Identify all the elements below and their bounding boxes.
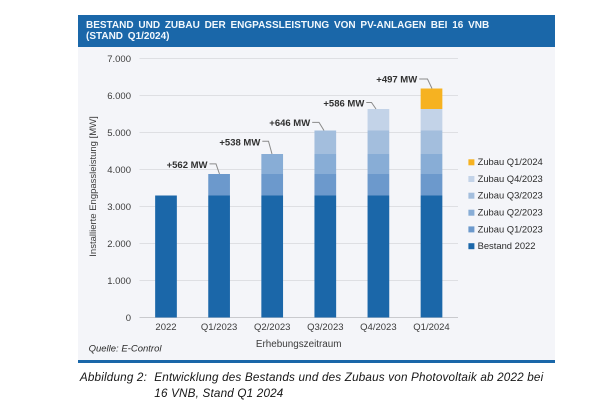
svg-text:Installierte Engpassleistung [: Installierte Engpassleistung [MW] — [88, 116, 99, 256]
svg-text:Q3/2023: Q3/2023 — [307, 322, 343, 333]
svg-text:Erhebungszeitraum: Erhebungszeitraum — [256, 339, 342, 350]
svg-text:Q1/2024: Q1/2024 — [413, 322, 449, 333]
svg-text:Q1/2023: Q1/2023 — [201, 322, 237, 333]
svg-text:2022: 2022 — [155, 322, 176, 333]
svg-text:Q4/2023: Q4/2023 — [360, 322, 396, 333]
svg-text:Zubau Q1/2024: Zubau Q1/2024 — [478, 156, 543, 167]
svg-text:+538 MW: +538 MW — [219, 137, 260, 148]
svg-text:5.000: 5.000 — [107, 127, 131, 138]
svg-text:0: 0 — [126, 312, 131, 323]
svg-text:7.000: 7.000 — [107, 53, 131, 64]
svg-text:2.000: 2.000 — [107, 238, 131, 249]
svg-text:Q2/2023: Q2/2023 — [254, 322, 290, 333]
svg-text:Quelle: E-Control: Quelle: E-Control — [89, 343, 163, 354]
svg-text:+497 MW: +497 MW — [376, 74, 417, 85]
svg-text:+586 MW: +586 MW — [323, 98, 364, 109]
svg-text:3.000: 3.000 — [107, 201, 131, 212]
svg-text:Zubau Q2/2023: Zubau Q2/2023 — [478, 206, 543, 217]
svg-text:6.000: 6.000 — [107, 90, 131, 101]
svg-text:Zubau Q4/2023: Zubau Q4/2023 — [478, 172, 543, 183]
svg-text:1.000: 1.000 — [107, 275, 131, 286]
svg-text:Bestand 2022: Bestand 2022 — [478, 240, 536, 251]
svg-text:4.000: 4.000 — [107, 164, 131, 175]
svg-text:Zubau Q3/2023: Zubau Q3/2023 — [478, 189, 543, 200]
svg-text:+646 MW: +646 MW — [269, 117, 310, 128]
svg-text:Zubau Q1/2023: Zubau Q1/2023 — [478, 223, 543, 234]
svg-text:+562 MW: +562 MW — [167, 159, 208, 170]
